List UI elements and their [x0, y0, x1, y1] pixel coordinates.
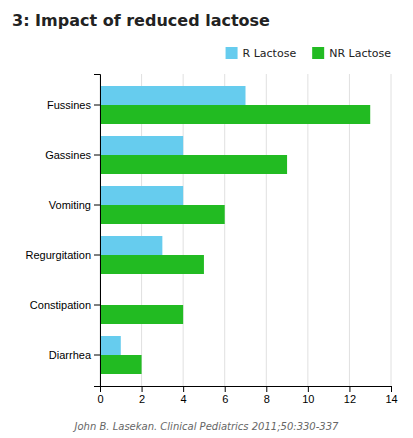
bar	[100, 86, 246, 105]
tick-label: Fussines	[47, 99, 92, 111]
tick-mark	[94, 205, 100, 206]
tick: 8	[264, 386, 270, 405]
tick-label: 0	[97, 393, 103, 405]
bars	[100, 86, 370, 374]
tick-label: 12	[344, 393, 356, 405]
annotation: John B. Lasekan. Clinical Pediatrics 201…	[73, 421, 340, 432]
title: 3: Impact of reduced lactose	[12, 11, 270, 30]
tick-label: 4	[181, 393, 187, 405]
legend: R Lactose NR Lactose	[226, 47, 392, 60]
tick-label: 2	[139, 393, 145, 405]
tick-label: Diarrhea	[49, 349, 92, 361]
tick: Diarrhea	[49, 349, 100, 361]
tick-mark	[94, 305, 100, 306]
grid	[100, 74, 391, 386]
tick: 2	[139, 386, 145, 405]
tick: 12	[344, 386, 356, 405]
tick: 4	[181, 386, 187, 405]
tick: 6	[222, 386, 228, 405]
chart: 3: Impact of reduced lactose 0 2 4 6 8 10 12 14 D…	[0, 0, 413, 438]
tick-mark	[94, 105, 100, 106]
y-axis: Diarrhea Constipation Regurgitation Vomitin…	[26, 75, 101, 387]
bar	[100, 155, 287, 174]
axis-line	[94, 75, 101, 387]
legend-label: R Lactose	[243, 47, 297, 60]
tick: Regurgitation	[26, 249, 100, 261]
tick-label: Vomiting	[49, 199, 91, 211]
bar	[100, 236, 162, 255]
legend-swatch	[312, 47, 324, 59]
tick: Gassines	[45, 149, 100, 161]
tick: Constipation	[30, 299, 100, 311]
tick: 14	[385, 386, 397, 405]
x-axis: 0 2 4 6 8 10 12 14	[97, 386, 397, 405]
tick-label: 14	[385, 393, 397, 405]
tick-mark	[183, 386, 184, 392]
bar	[100, 205, 225, 224]
tick-mark	[391, 386, 392, 392]
tick: Vomiting	[49, 199, 100, 211]
bar	[100, 305, 183, 324]
tick-mark	[266, 386, 267, 392]
bar	[100, 105, 370, 124]
grid-line	[391, 74, 392, 386]
tick-mark	[94, 255, 100, 256]
plot: 0 2 4 6 8 10 12 14 Diarrhea Constipation Regurgita…	[26, 74, 398, 405]
tick-mark	[94, 155, 100, 156]
bar	[100, 336, 121, 355]
tick-label: Regurgitation	[26, 249, 91, 261]
tick: 0	[97, 386, 103, 405]
legend-swatch	[226, 47, 238, 59]
legend-item: R Lactose	[226, 47, 297, 60]
tick-mark	[308, 386, 309, 392]
legend-item: NR Lactose	[312, 47, 391, 60]
tick-mark	[142, 386, 143, 392]
bar	[100, 255, 204, 274]
tick-label: Constipation	[30, 299, 91, 311]
tick-label: 10	[302, 393, 314, 405]
tick: Fussines	[47, 99, 100, 111]
bar	[100, 355, 142, 374]
tick-mark	[94, 355, 100, 356]
bar	[100, 136, 183, 155]
tick-label: 8	[264, 393, 270, 405]
bar	[100, 186, 183, 205]
tick-mark	[349, 386, 350, 392]
tick-label: Gassines	[45, 149, 91, 161]
legend-label: NR Lactose	[329, 47, 391, 60]
tick-label: 6	[222, 393, 228, 405]
tick: 10	[302, 386, 314, 405]
axis-line	[101, 387, 392, 393]
tick-mark	[225, 386, 226, 392]
